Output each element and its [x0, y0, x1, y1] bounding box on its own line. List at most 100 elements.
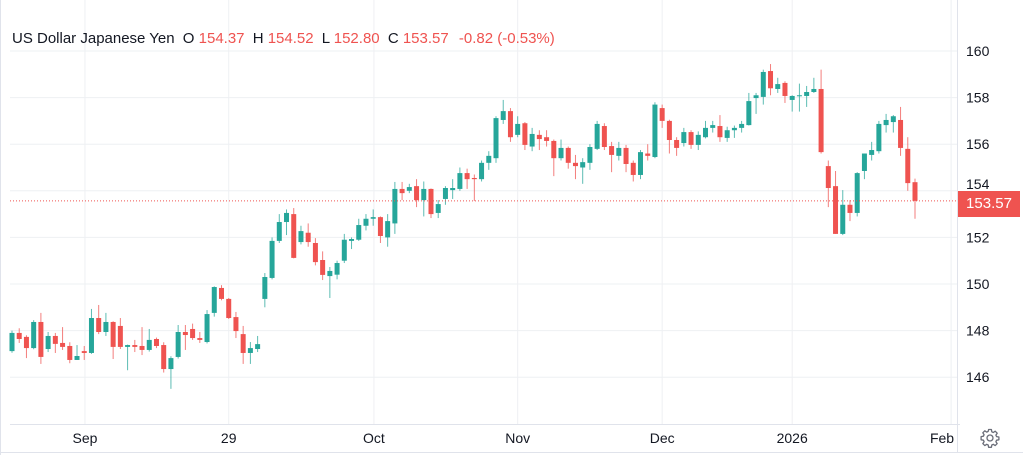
candle	[789, 95, 795, 112]
candle-body	[811, 88, 817, 93]
candle-body	[110, 321, 116, 347]
candle-body	[796, 95, 802, 97]
candle	[854, 172, 860, 217]
candle-body	[349, 239, 355, 241]
candle	[746, 92, 752, 126]
candle-body	[739, 123, 745, 128]
close-label: C	[387, 30, 399, 47]
candle-body	[103, 321, 109, 332]
candle-body	[529, 133, 535, 147]
candle-body	[760, 71, 766, 97]
ohlc-legend: US Dollar Japanese Yen O 154.37 H 154.52…	[12, 30, 555, 47]
candle-body	[81, 351, 87, 353]
candle-body	[464, 173, 470, 180]
change-value: -0.82 (-0.53%)	[458, 30, 555, 47]
candle	[768, 64, 774, 96]
candle	[587, 144, 593, 170]
candle-body	[356, 225, 362, 240]
candle-body	[789, 95, 795, 100]
candle	[905, 137, 911, 191]
candle	[703, 120, 709, 139]
candle-body	[724, 130, 730, 138]
candle	[637, 150, 643, 180]
candle-body	[609, 146, 615, 155]
candle	[890, 115, 896, 133]
high-value: 154.52	[267, 30, 314, 47]
candle	[840, 190, 846, 236]
candle-body	[399, 188, 405, 194]
candle-body	[681, 132, 687, 144]
candle-body	[414, 186, 420, 201]
y-tick-label: 160	[966, 43, 990, 59]
candle-body	[572, 162, 578, 167]
candle-body	[153, 338, 159, 346]
candle	[125, 344, 131, 371]
candle	[688, 130, 694, 149]
candle-body	[898, 119, 904, 148]
candle	[45, 331, 51, 353]
gear-icon[interactable]	[980, 428, 1000, 448]
x-tick-label: Dec	[650, 430, 675, 446]
candle	[558, 139, 564, 161]
candle	[450, 179, 456, 199]
candle	[435, 200, 441, 219]
candle-body	[421, 188, 427, 201]
candle-body	[233, 317, 239, 332]
candle	[67, 342, 73, 364]
y-tick-label: 146	[966, 369, 990, 385]
candle-body	[905, 148, 911, 184]
open-label: O	[182, 30, 195, 47]
candle-body	[327, 270, 333, 277]
candle-body	[168, 358, 174, 370]
candle-body	[276, 222, 282, 241]
candle-body	[305, 232, 311, 243]
candle	[601, 123, 607, 151]
candle	[760, 69, 766, 105]
candle	[392, 181, 398, 234]
candle	[717, 115, 723, 142]
candle-body	[825, 166, 831, 189]
candle-body	[890, 116, 896, 123]
candle	[522, 122, 528, 151]
candle-body	[833, 186, 839, 234]
candle-body	[226, 298, 232, 319]
candle-body	[637, 152, 643, 175]
candle-body	[31, 321, 37, 349]
x-tick-label: Feb	[930, 430, 954, 446]
candle	[421, 181, 427, 217]
candle-body	[587, 146, 593, 163]
candle-body	[96, 318, 102, 332]
candle-body	[52, 335, 58, 344]
candle-body	[363, 218, 369, 226]
low-value: 152.80	[333, 30, 380, 47]
candle	[132, 339, 138, 353]
candle	[486, 151, 492, 170]
candle-body	[218, 287, 224, 299]
last-price-tag: 153.57	[958, 191, 1020, 217]
candle-body	[666, 120, 672, 141]
candle-body	[782, 82, 788, 96]
candle	[645, 144, 651, 161]
candle	[190, 323, 196, 340]
candle	[869, 141, 875, 161]
candle-body	[616, 147, 622, 156]
candle-body	[536, 134, 542, 140]
candle-body	[623, 147, 629, 165]
candle-body	[659, 108, 665, 121]
candle	[341, 233, 347, 264]
candle	[681, 127, 687, 147]
candle	[811, 77, 817, 93]
candle-body	[457, 173, 463, 189]
candle-body	[370, 217, 376, 219]
candle	[305, 223, 311, 247]
candle-body	[88, 318, 94, 353]
candle-body	[67, 345, 73, 360]
candle-body	[269, 240, 275, 278]
candle	[356, 218, 362, 241]
candle	[81, 345, 87, 360]
candle-body	[385, 221, 391, 238]
candle-body	[818, 88, 824, 153]
candle	[529, 127, 535, 152]
candle-body	[876, 123, 882, 152]
